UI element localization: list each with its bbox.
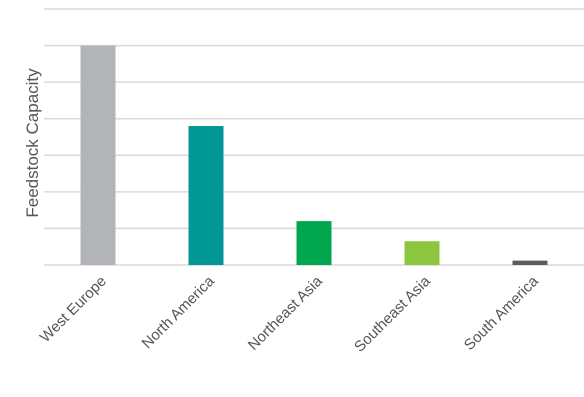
x-tick-label: Northeast Asia (245, 272, 326, 353)
x-tick-label: West Europe (37, 273, 110, 346)
x-tick-label: South America (461, 272, 542, 353)
bar-west-europe (80, 45, 116, 266)
bar-south-america (512, 260, 548, 265)
bars (80, 45, 548, 266)
bar-northeast-asia (296, 221, 332, 265)
x-tick-labels: West Europe North America Northeast Asia So… (37, 272, 543, 355)
x-tick-label: Southeast Asia (351, 272, 434, 355)
y-axis-label: Feedstock Capacity (23, 68, 42, 218)
x-tick-label: North America (139, 272, 219, 352)
gridlines (44, 8, 584, 266)
bar-north-america (188, 126, 224, 266)
bar-southeast-asia (404, 241, 440, 265)
